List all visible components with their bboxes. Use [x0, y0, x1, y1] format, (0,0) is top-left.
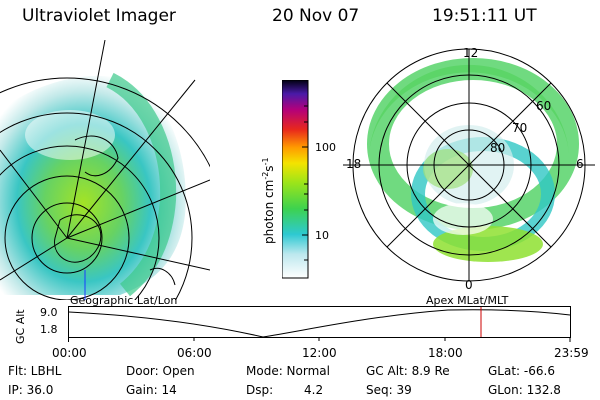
altitude-timeline [68, 306, 571, 342]
mlat-label-70: 70 [512, 121, 528, 135]
gc-altitude-status: GC Alt: 8.9 Re [366, 364, 450, 378]
timeline-ylabel: GC Alt [14, 309, 27, 344]
timeline-xtick-1200: 12:00 [302, 346, 337, 360]
color-scale-bar [282, 80, 309, 279]
filter-status: Flt: LBHL [8, 364, 62, 378]
observation-time: 19:51:11 UT [432, 6, 537, 26]
mlt-label-18: 18 [346, 157, 362, 171]
timeline-ytick-max: 9.0 [40, 306, 58, 319]
magnetic-caption: Apex MLat/MLT [426, 294, 509, 307]
sequence-status: Seq: 39 [366, 383, 412, 397]
timeline-xtick-0600: 06:00 [177, 346, 212, 360]
dsp-label: Dsp: [246, 383, 274, 397]
geographic-caption: Geographic Lat/Lon [70, 294, 178, 307]
timeline-xtick-0000: 00:00 [52, 346, 87, 360]
mlt-label-6: 6 [576, 157, 584, 171]
observation-date: 20 Nov 07 [272, 6, 360, 26]
colorbar-unit-label: photon cm-2s-1 [261, 157, 276, 244]
colorbar-tick-10: 10 [315, 229, 329, 242]
mlat-label-60: 60 [536, 99, 552, 113]
timeline-ytick-min: 1.8 [40, 323, 58, 336]
geo-longitude-status: GLon: 132.8 [488, 383, 561, 397]
mlt-label-12: 12 [463, 46, 479, 60]
geographic-aurora [0, 72, 186, 297]
altitude-curve [68, 309, 571, 338]
svg-text:photon cm-2s-1: photon cm-2s-1 [261, 157, 276, 244]
instrument-title: Ultraviolet Imager [22, 6, 176, 26]
mlat-label-80: 80 [490, 141, 506, 155]
mlt-label-0: 0 [465, 278, 473, 292]
geographic-image [0, 40, 210, 300]
ip-status: IP: 36.0 [8, 383, 54, 397]
door-status: Door: Open [126, 364, 195, 378]
timeline-xtick-2359: 23:59 [554, 346, 589, 360]
dsp-value: 4.2 [304, 383, 324, 397]
mode-status: Mode: Normal [246, 364, 330, 378]
svg-text:GC Alt: GC Alt [14, 309, 27, 344]
timeline-xtick-1800: 18:00 [428, 346, 463, 360]
gain-status: Gain: 14 [126, 383, 177, 397]
geo-latitude-status: GLat: -66.6 [488, 364, 555, 378]
colorbar-tick-100: 100 [315, 141, 336, 154]
magnetic-polar-plot [343, 48, 595, 282]
